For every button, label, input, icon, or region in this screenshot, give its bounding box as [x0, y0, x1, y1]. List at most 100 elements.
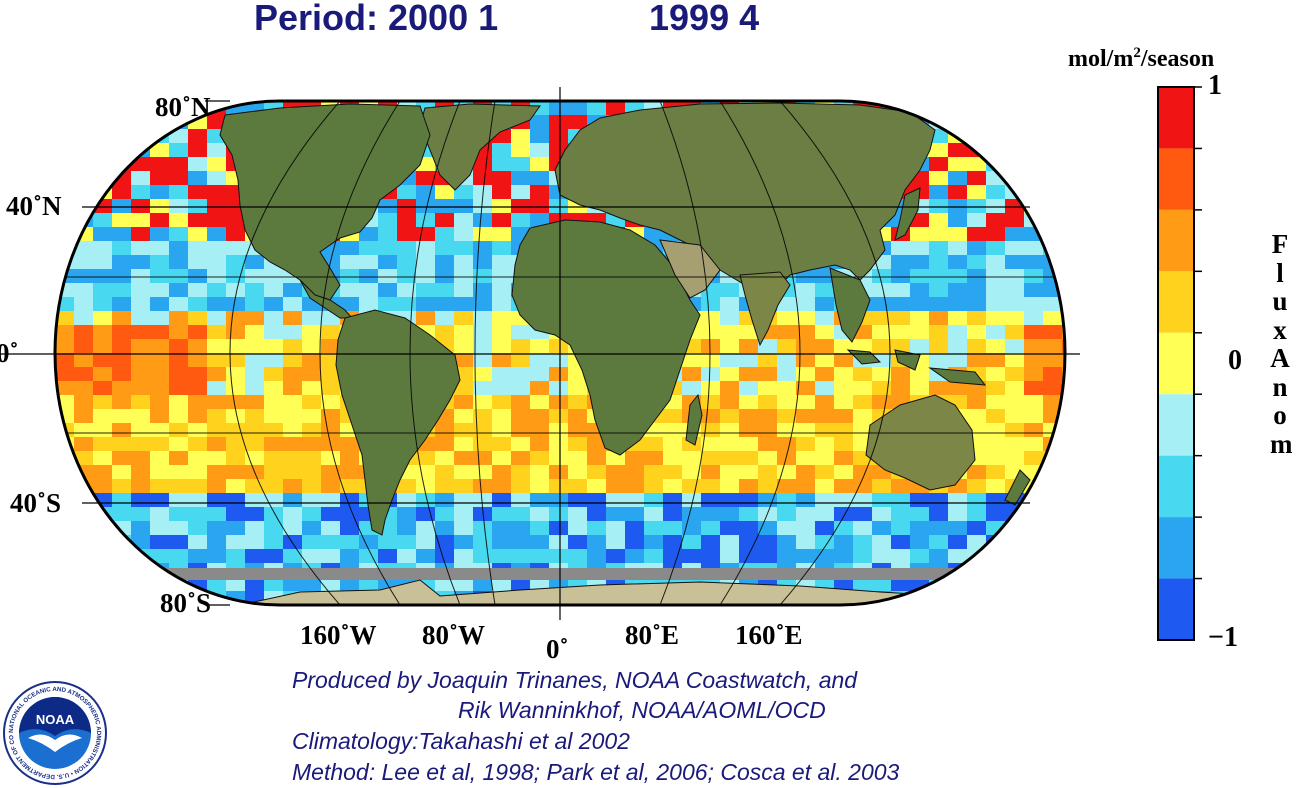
flux-cell	[226, 227, 245, 241]
flux-cell	[777, 311, 796, 325]
flux-cell	[302, 451, 321, 465]
flux-cell	[1024, 577, 1043, 591]
flux-cell	[131, 381, 150, 395]
flux-cell	[416, 507, 435, 521]
flux-cell	[967, 339, 986, 353]
flux-cell	[530, 577, 549, 591]
flux-cell	[796, 297, 815, 311]
flux-cell	[416, 241, 435, 255]
flux-cell	[435, 325, 454, 339]
flux-cell	[473, 367, 492, 381]
flux-cell	[226, 255, 245, 269]
flux-cell	[701, 367, 720, 381]
flux-cell	[549, 129, 568, 143]
flux-cell	[720, 423, 739, 437]
flux-cell	[207, 157, 226, 171]
flux-cell	[283, 493, 302, 507]
flux-cell	[245, 367, 264, 381]
land-new-zealand	[1004, 469, 1031, 506]
flux-cell	[967, 283, 986, 297]
flux-cell	[1024, 325, 1043, 339]
flux-cell	[454, 325, 473, 339]
flux-cell	[720, 409, 739, 423]
flux-cell	[967, 171, 986, 185]
flux-cell	[226, 479, 245, 493]
flux-cell	[150, 451, 169, 465]
flux-cell	[207, 465, 226, 479]
flux-cell	[986, 213, 1005, 227]
flux-cell	[55, 535, 74, 549]
flux-cell	[131, 577, 150, 591]
flux-cell	[530, 143, 549, 157]
flux-cell	[758, 339, 777, 353]
flux-cell	[530, 185, 549, 199]
flux-cell	[1024, 535, 1043, 549]
flux-cell	[131, 241, 150, 255]
flux-cell	[1005, 283, 1024, 297]
flux-cell	[473, 283, 492, 297]
flux-cell	[1024, 255, 1043, 269]
flux-cell	[207, 227, 226, 241]
flux-cell	[986, 185, 1005, 199]
noaa-logo: NATIONAL OCEANIC AND ATMOSPHERIC ADMINIS…	[2, 680, 107, 785]
flux-cell	[663, 549, 682, 563]
flux-cell	[967, 297, 986, 311]
flux-cell	[150, 395, 169, 409]
flux-cell	[986, 269, 1005, 283]
flux-cell	[93, 381, 112, 395]
flux-cell	[1024, 423, 1043, 437]
flux-cell	[986, 199, 1005, 213]
logo-text: NOAA	[36, 712, 75, 727]
flux-cell	[169, 185, 188, 199]
flux-cell	[891, 297, 910, 311]
flux-cell	[929, 493, 948, 507]
globe-outline	[53, 99, 1067, 607]
flux-cell	[872, 367, 891, 381]
flux-cell	[644, 465, 663, 479]
flux-cell	[131, 101, 150, 115]
flux-cell	[378, 255, 397, 269]
flux-cell	[815, 283, 834, 297]
flux-cell	[93, 563, 112, 577]
flux-cell	[1005, 269, 1024, 283]
flux-cell	[283, 507, 302, 521]
flux-cell	[492, 395, 511, 409]
flux-cell	[682, 535, 701, 549]
flux-cell	[321, 535, 340, 549]
flux-cell	[435, 283, 454, 297]
flux-cell	[910, 493, 929, 507]
flux-cell	[1024, 507, 1043, 521]
flux-cell	[929, 269, 948, 283]
flux-cell	[948, 353, 967, 367]
flux-cell	[606, 479, 625, 493]
flux-cell	[74, 535, 93, 549]
flux-cell	[169, 241, 188, 255]
flux-cell	[454, 535, 473, 549]
flux-cell	[150, 185, 169, 199]
flux-cell	[188, 199, 207, 213]
lon-label-160w: 160˚W	[300, 620, 377, 650]
flux-cell	[796, 549, 815, 563]
flux-cell	[511, 577, 530, 591]
flux-cell	[701, 311, 720, 325]
flux-cell	[169, 395, 188, 409]
flux-cell	[625, 507, 644, 521]
flux-cell	[283, 325, 302, 339]
flux-cell	[454, 339, 473, 353]
flux-cell	[1005, 101, 1024, 115]
flux-cell	[777, 465, 796, 479]
flux-cell	[245, 325, 264, 339]
flux-cell	[967, 199, 986, 213]
flux-cell	[948, 325, 967, 339]
flux-cell	[169, 423, 188, 437]
flux-cell	[492, 493, 511, 507]
flux-cell	[226, 535, 245, 549]
flux-cell	[948, 269, 967, 283]
flux-cell	[948, 157, 967, 171]
flux-cell	[302, 493, 321, 507]
flux-cell	[245, 437, 264, 451]
flux-cell	[188, 479, 207, 493]
flux-cell	[587, 535, 606, 549]
credits-line-1: Produced by Joaquin Trinanes, NOAA Coast…	[292, 667, 858, 693]
flux-cell	[796, 381, 815, 395]
